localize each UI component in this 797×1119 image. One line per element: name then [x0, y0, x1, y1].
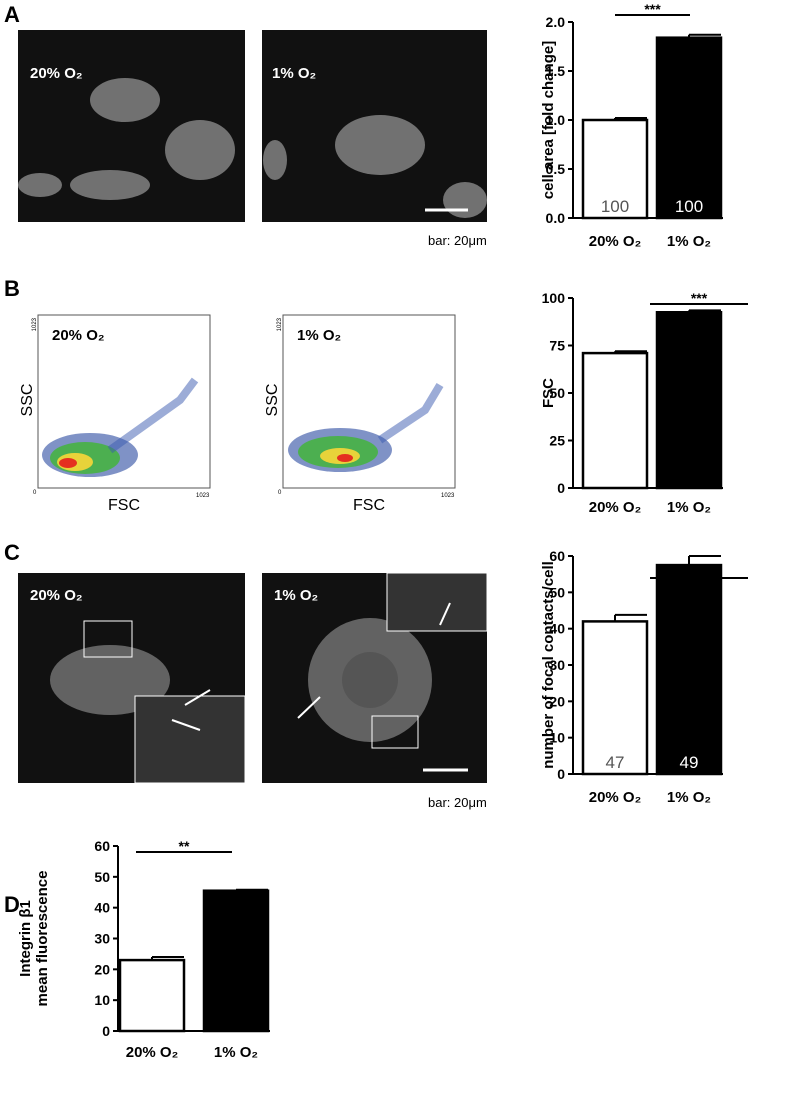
error-bar — [614, 613, 647, 622]
axis-label: SSC — [264, 384, 281, 417]
y-tick-label: 0 — [557, 480, 565, 496]
significance-label: *** — [691, 290, 708, 306]
y-tick-label: 10 — [549, 730, 565, 746]
x-tick-label: 1% O₂ — [667, 233, 711, 250]
y-axis-label: FSC — [540, 378, 557, 408]
axis-label: SSC — [19, 384, 36, 417]
y-tick-label: 1.0 — [546, 112, 566, 128]
axis-label: FSC — [353, 497, 385, 514]
y-tick-label: 30 — [549, 657, 565, 673]
y-tick-label: 50 — [549, 584, 565, 600]
panel-letter: A — [4, 2, 20, 27]
y-tick-label: 50 — [94, 869, 110, 885]
n-label: 100 — [601, 197, 629, 216]
x-tick-label: 20% O₂ — [126, 1044, 179, 1061]
axis-label: FSC — [108, 497, 140, 514]
y-tick-label: 1.5 — [546, 63, 566, 79]
scale-bar-label: bar: 20μm — [428, 795, 487, 810]
significance-label: *** — [691, 564, 708, 580]
scale-bar-label: bar: 20μm — [428, 233, 487, 248]
significance-label: ** — [179, 838, 190, 854]
y-tick-label: 0.0 — [546, 210, 566, 226]
error-bar — [688, 33, 721, 38]
x-tick-label: 1% O₂ — [214, 1044, 258, 1061]
error-bar — [688, 309, 721, 313]
y-tick-label: 30 — [94, 931, 110, 947]
bar — [581, 620, 649, 776]
bar — [655, 563, 723, 776]
image-label: 20% O₂ — [30, 65, 83, 82]
bar — [202, 889, 270, 1033]
y-tick-label: 0 — [102, 1023, 110, 1039]
panel-letter: D — [4, 892, 20, 917]
x-tick-label: 1% O₂ — [667, 789, 711, 806]
error-bar — [614, 350, 647, 354]
micrograph — [262, 572, 488, 783]
y-tick-label: 2.0 — [546, 14, 566, 30]
y-tick-label: 40 — [94, 900, 110, 916]
y-axis-label: number of focal contacts/cell — [540, 561, 557, 769]
plot-label: 20% O₂ — [52, 327, 105, 344]
n-label: 100 — [675, 197, 703, 216]
tick-label: 1023 — [32, 317, 38, 331]
error-bar — [151, 956, 184, 961]
y-tick-label: 100 — [542, 290, 566, 306]
bar — [655, 36, 723, 220]
image-label: 1% O₂ — [272, 65, 316, 82]
tick-label: 1023 — [196, 493, 210, 499]
y-tick-label: 20 — [94, 961, 110, 977]
x-tick-label: 1% O₂ — [667, 499, 711, 516]
plot-label: 1% O₂ — [297, 327, 341, 344]
error-bar — [614, 117, 647, 120]
y-tick-label: 0.5 — [546, 161, 566, 177]
y-tick-label: 60 — [549, 548, 565, 564]
x-tick-label: 20% O₂ — [589, 499, 642, 516]
n-label: 49 — [680, 753, 699, 772]
micrograph — [18, 573, 246, 784]
y-axis-label: Integrin β1 — [17, 900, 34, 977]
panel-letter: C — [4, 540, 20, 565]
bar — [581, 118, 649, 220]
bar — [655, 311, 723, 490]
y-tick-label: 50 — [549, 385, 565, 401]
bar — [118, 958, 186, 1033]
tick-label: 0 — [278, 490, 282, 496]
image-label: 20% O₂ — [30, 587, 83, 604]
panel-letter: B — [4, 276, 20, 301]
error-bar — [688, 555, 721, 566]
y-tick-label: 0 — [557, 766, 565, 782]
tick-label: 1023 — [277, 317, 283, 331]
x-tick-label: 20% O₂ — [589, 789, 642, 806]
y-tick-label: 60 — [94, 838, 110, 854]
y-tick-label: 10 — [94, 992, 110, 1008]
tick-label: 1023 — [441, 493, 455, 499]
y-tick-label: 40 — [549, 621, 565, 637]
significance-label: *** — [644, 1, 661, 17]
n-label: 47 — [606, 753, 625, 772]
image-label: 1% O₂ — [274, 587, 318, 604]
tick-label: 0 — [33, 490, 37, 496]
y-axis-label: cell area [fold change] — [540, 41, 557, 199]
bar — [581, 351, 649, 490]
y-tick-label: 25 — [549, 433, 565, 449]
x-tick-label: 20% O₂ — [589, 233, 642, 250]
y-tick-label: 20 — [549, 693, 565, 709]
error-bar — [235, 888, 268, 891]
flow-plot — [37, 314, 456, 489]
micrograph — [262, 30, 487, 222]
y-tick-label: 75 — [549, 338, 565, 354]
y-axis-label: mean fluorescence — [34, 871, 51, 1007]
micrograph — [18, 30, 245, 222]
